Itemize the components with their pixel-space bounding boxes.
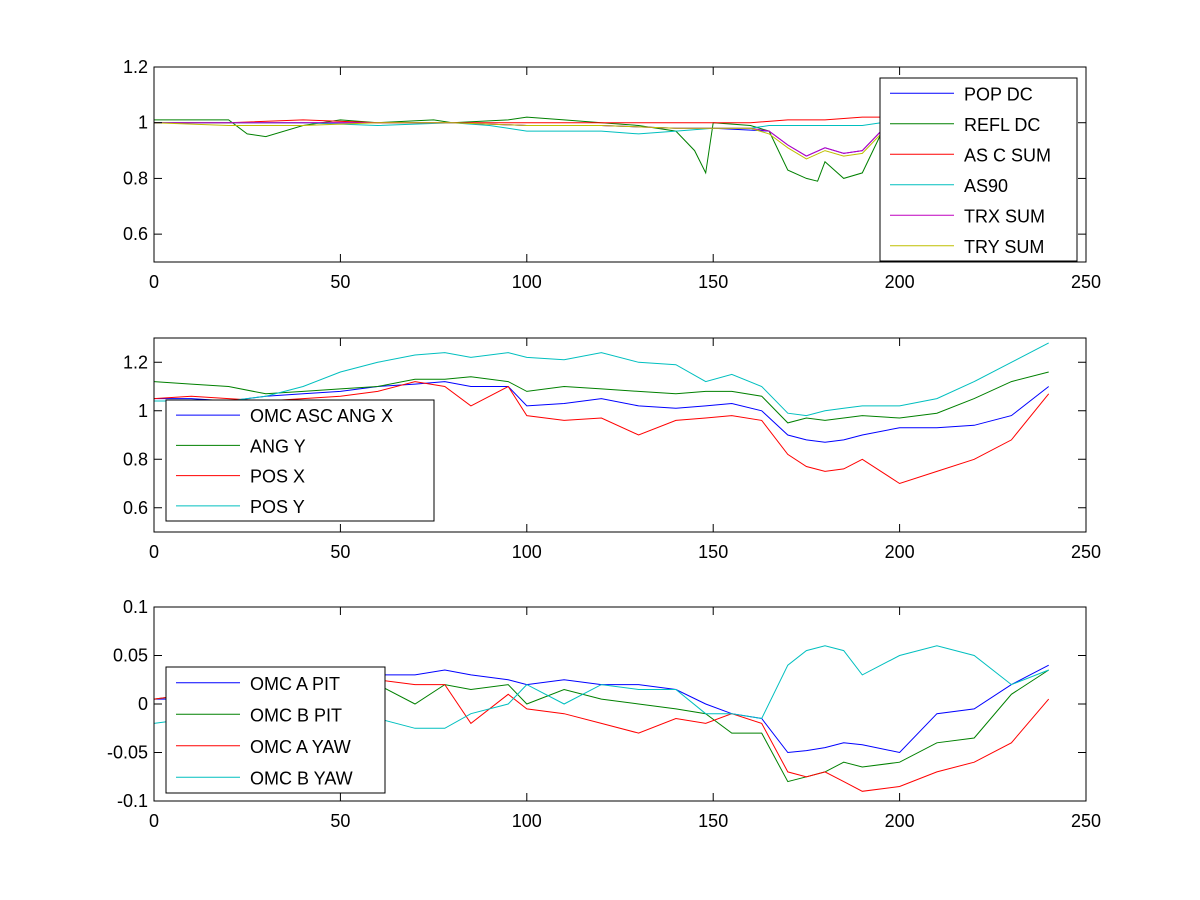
legend-label: POS Y (250, 497, 305, 517)
x-tick-label: 150 (698, 811, 728, 831)
series-line-pos-y (154, 342, 1049, 417)
legend-label: OMC A PIT (250, 674, 340, 694)
x-tick-label: 100 (512, 542, 542, 562)
x-tick-label: 0 (149, 811, 159, 831)
y-tick-label: 0.6 (123, 498, 148, 518)
axes-box (153, 337, 1087, 533)
y-tick-label: 0.8 (123, 449, 148, 469)
panel-1: 0 50 100 150 200 250 0.6 0.8 1 1.2 POP DC REFL DC AS… (123, 57, 1101, 292)
series-line-omc-asc-ang-x (154, 381, 1050, 443)
x-tick-label: 50 (330, 272, 350, 292)
x-tick-label: 0 (149, 542, 159, 562)
y-tick-label: 1.2 (123, 352, 148, 372)
x-tick-label: 200 (885, 811, 915, 831)
legend-label: OMC A YAW (250, 737, 351, 757)
legend-box (879, 77, 1078, 262)
x-tick-label: 0 (149, 272, 159, 292)
y-tick-label: 1.2 (123, 57, 148, 77)
legend-label: OMC B PIT (250, 705, 342, 725)
legend-label: TRY SUM (964, 237, 1044, 257)
y-tick-label: -0.1 (117, 791, 148, 811)
x-tick-label: 200 (885, 542, 915, 562)
legend-label: AS C SUM (964, 145, 1051, 165)
legend-label: TRX SUM (964, 206, 1045, 226)
series-line-try-sum (154, 122, 882, 160)
x-tick-label: 150 (698, 542, 728, 562)
panel-2: 0 50 100 150 200 250 0.6 0.8 1 1.2 OMC ASC ANG X AN… (123, 337, 1101, 562)
series-line-as-c-sum (154, 116, 881, 124)
series-line-as90 (154, 122, 882, 135)
y-tick-label: 1 (138, 113, 148, 133)
legend-label: AS90 (964, 176, 1008, 196)
y-tick-label: -0.05 (107, 743, 148, 763)
axes-box (153, 66, 1087, 263)
x-tick-label: 100 (512, 272, 542, 292)
legend-label: REFL DC (964, 115, 1040, 135)
legend: POP DC REFL DC AS C SUM AS90 TRX SUM TRY SUM (879, 77, 1078, 262)
panel-3: 0 50 100 150 200 250 -0.1 -0.05 0 0.05 0.1 OMC A PI… (107, 597, 1101, 831)
legend-label: POP DC (964, 84, 1033, 104)
legend: OMC A PIT OMC B PIT OMC A YAW OMC B YAW (165, 666, 386, 794)
x-tick-label: 50 (330, 542, 350, 562)
legend: OMC ASC ANG X ANG Y POS X POS Y (165, 399, 435, 522)
x-tick-label: 250 (1071, 272, 1101, 292)
x-tick-label: 200 (885, 272, 915, 292)
y-tick-label: 0.1 (123, 597, 148, 617)
legend-box (165, 666, 386, 794)
y-tick-label: 0 (138, 694, 148, 714)
legend-box (165, 399, 435, 522)
y-tick-label: 1 (138, 401, 148, 421)
legend-label: OMC ASC ANG X (250, 406, 393, 426)
x-tick-label: 150 (698, 272, 728, 292)
x-tick-label: 100 (512, 811, 542, 831)
y-tick-label: 0.6 (123, 224, 148, 244)
x-tick-label: 50 (330, 811, 350, 831)
y-tick-label: 0.05 (113, 646, 148, 666)
legend-label: ANG Y (250, 436, 306, 456)
legend-label: OMC B YAW (250, 768, 353, 788)
legend-label: POS X (250, 467, 305, 487)
series-line-pos-x (154, 381, 1050, 485)
series-line-ang-y (154, 371, 1049, 424)
y-tick-label: 0.8 (123, 168, 148, 188)
x-tick-label: 250 (1071, 542, 1101, 562)
x-tick-label: 250 (1071, 811, 1101, 831)
